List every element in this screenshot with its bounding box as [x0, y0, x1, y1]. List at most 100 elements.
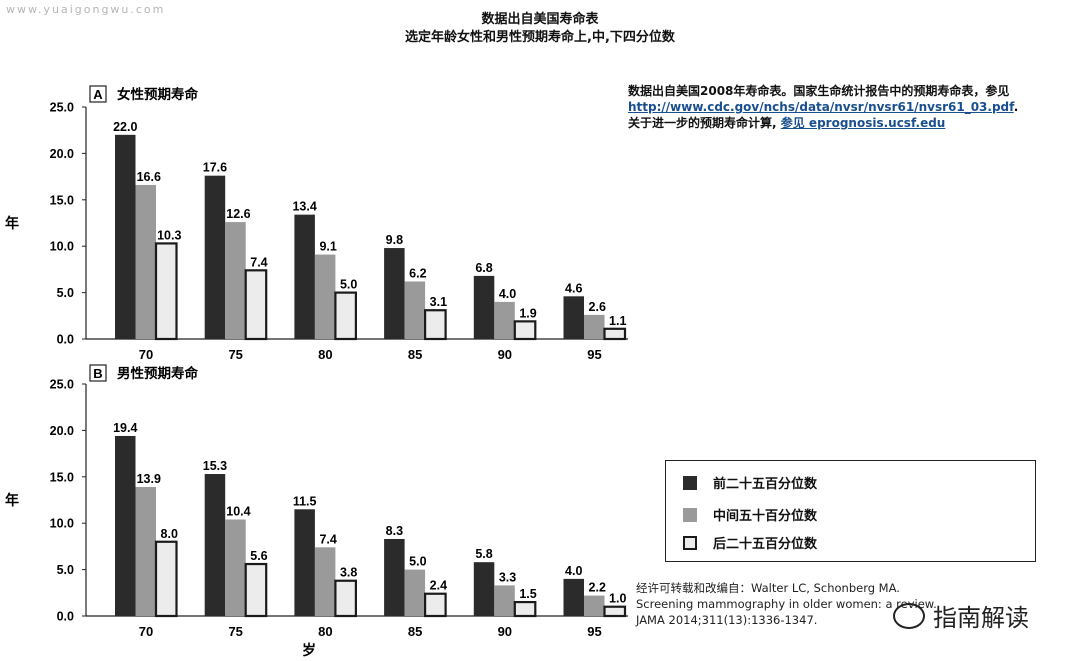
legend-label-top: 前二十五百分位数 — [713, 477, 818, 492]
panel-b-bar-value-label: 1.5 — [519, 587, 536, 601]
legend-item-bottom: 后二十五百分位数 — [683, 533, 817, 552]
panel-b-bar-value-label: 1.0 — [609, 592, 626, 606]
reprint-source: 经许可转载和改编自：Walter LC, Schonberg MA. Scree… — [636, 580, 937, 628]
panel-b-y-tick-label: 25.0 — [50, 378, 74, 392]
panel-b-x-tick-label: 75 — [228, 624, 242, 639]
panel-a-letter: A — [93, 87, 103, 102]
panel-a-x-tick-label: 90 — [498, 347, 512, 362]
panel-a-bar — [603, 327, 627, 341]
panel-b-y-axis-label: 年 — [5, 492, 19, 508]
panel-b-bar — [244, 562, 268, 618]
panel-a-x-tick-label: 80 — [318, 347, 332, 362]
note-line-1: 数据出自美国2008年寿命表。国家生命统计报告中的预期寿命表，参见 — [628, 84, 1010, 98]
figure-subtitle: 选定年龄女性和男性预期寿命上,中,下四分位数 — [405, 30, 675, 45]
note-link-suffix: . — [1013, 100, 1019, 114]
panel-b-bar-value-label: 10.4 — [226, 504, 250, 518]
panel-b-bar — [384, 538, 405, 616]
panel-b-bar — [494, 585, 515, 616]
source-line-2: Screening mammography in older women: a … — [636, 597, 937, 611]
panel-a-bar-value-label: 4.0 — [499, 287, 516, 301]
panel-a-y-tick-label: 15.0 — [50, 193, 74, 207]
wechat-logo: 指南解读 — [893, 598, 1029, 633]
panel-a-bar — [115, 134, 136, 339]
panel-b-bar-value-label: 5.6 — [250, 549, 267, 563]
panel-b-bar — [115, 435, 136, 616]
panel-a-bar-value-label: 9.1 — [319, 240, 336, 254]
panel-a-x-tick-label: 85 — [408, 347, 422, 362]
panel-a-bar — [294, 214, 315, 339]
panel-a-bar — [513, 320, 537, 341]
panel-a-x-tick-label: 70 — [139, 347, 153, 362]
panel-b-bar-value-label: 5.0 — [409, 555, 426, 569]
panel-a-bar-value-label: 5.0 — [340, 278, 357, 292]
panel-a-bar — [404, 281, 426, 339]
panel-a-bar-value-label: 7.4 — [250, 255, 267, 269]
bar-charts: 0.0 5.0 10.0 15.0 20.0 25.0 年 A 女性预期寿命 22.0 16.6 10… — [5, 85, 628, 658]
panel-a-bar-value-label: 1.9 — [519, 306, 536, 320]
panel-b-bar — [204, 474, 226, 616]
legend-item-middle: 中间五十百分位数 — [683, 505, 817, 524]
panel-a-y-tick-label: 20.0 — [50, 147, 74, 161]
panel-b-bar — [225, 519, 246, 616]
panel-a-letter-box — [89, 85, 107, 103]
panel-a-y-tick-label: 5.0 — [57, 286, 74, 300]
panel-b-bar-value-label: 15.3 — [203, 459, 227, 473]
panel-a-bar — [244, 269, 268, 341]
panel-b-bar — [294, 509, 315, 616]
panel-a-bar — [204, 175, 226, 339]
panel-a-bar-value-label: 2.6 — [589, 300, 606, 314]
cdc-link[interactable]: http://www.cdc.gov/nchs/data/nvsr/nvsr61… — [628, 100, 1014, 114]
panel-a-x-tick-label: 95 — [587, 347, 601, 362]
panel-b-bar-value-label: 13.9 — [137, 472, 161, 486]
panel-a-y-tick-label: 0.0 — [57, 333, 74, 347]
panel-b-x-tick-label: 90 — [498, 624, 512, 639]
panel-a-bar — [563, 296, 584, 339]
panel-a-bar-value-label: 3.1 — [430, 295, 447, 309]
legend-label-middle: 中间五十百分位数 — [713, 509, 818, 524]
panel-b-y-tick-label: 15.0 — [50, 470, 74, 484]
panel-b-bar-value-label: 11.5 — [293, 494, 317, 508]
panel-a-y-tick-label: 10.0 — [50, 240, 74, 254]
panel-b-bar-value-label: 2.4 — [430, 579, 447, 593]
wechat-icon — [893, 603, 925, 629]
panel-a-bar-value-label: 12.6 — [226, 207, 250, 221]
panel-a-bar-value-label: 16.6 — [137, 170, 161, 184]
panel-b-bar — [334, 579, 357, 618]
panel-a-bar-value-label: 1.1 — [609, 314, 626, 328]
panel-a-y-axis-label: 年 — [5, 215, 19, 231]
panel-a-bar-value-label: 10.3 — [157, 228, 181, 242]
panel-b-bar-value-label: 2.2 — [589, 581, 606, 595]
legend-swatch-middle — [683, 508, 697, 522]
panel-b-y-tick-label: 10.0 — [50, 517, 74, 531]
panel-b-bar-value-label: 19.4 — [113, 421, 137, 435]
panel-b-x-tick-label: 95 — [587, 624, 601, 639]
data-source-note: 数据出自美国2008年寿命表。国家生命统计报告中的预期寿命表，参见 http:/… — [628, 83, 1073, 131]
panel-b-bar — [154, 540, 178, 618]
panel-b-bar — [135, 487, 156, 616]
panel-b-letter-box — [89, 364, 107, 382]
panel-b-bar-value-label: 7.4 — [319, 532, 336, 546]
panel-a-bar-value-label: 4.6 — [565, 281, 582, 295]
source-line-1: 经许可转载和改编自：Walter LC, Schonberg MA. — [636, 581, 900, 595]
panel-a-bar-value-label: 22.0 — [113, 120, 137, 134]
panel-a-bar — [384, 248, 405, 339]
panel-b-y-tick-label: 5.0 — [57, 563, 74, 577]
panel-a-bar — [584, 314, 605, 339]
panel-a-bar — [473, 275, 495, 339]
figure-title: 数据出自美国寿命表 — [481, 12, 599, 27]
panel-a-bar-value-label: 6.2 — [409, 266, 426, 280]
panel-b-bar-value-label: 5.8 — [475, 547, 492, 561]
eprognosis-link[interactable]: 参见 eprognosis.ucsf.edu — [780, 116, 946, 130]
note-line-3-prefix: 关于进一步的预期寿命计算, — [628, 116, 777, 130]
panel-a-bar — [135, 184, 156, 339]
panel-b-bar-value-label: 3.3 — [499, 570, 516, 584]
panel-b-y-tick-label: 0.0 — [57, 610, 74, 624]
panel-a-bar — [494, 301, 515, 339]
panel-b-bar-value-label: 8.0 — [161, 527, 178, 541]
panel-a-bar — [154, 242, 178, 341]
panel-b-bar-value-label: 8.3 — [386, 524, 403, 538]
panel-b-bar — [563, 578, 584, 616]
panel-b-bar — [404, 569, 426, 616]
panel-b-bar-value-label: 3.8 — [340, 566, 357, 580]
panel-b-bar — [473, 562, 495, 616]
